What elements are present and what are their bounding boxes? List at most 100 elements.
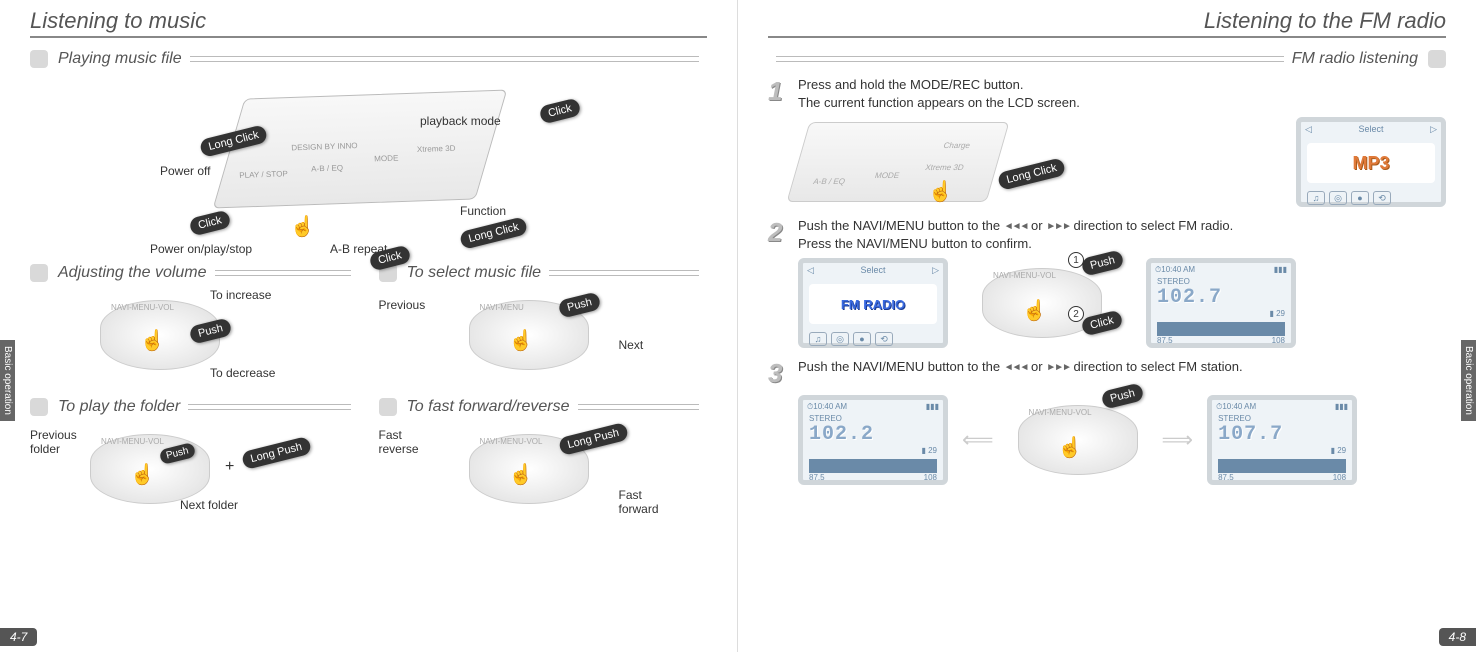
s2-c: direction to select FM radio.: [1074, 218, 1234, 233]
lcd-stereo: STEREO: [1212, 414, 1352, 423]
btn-mode-label: MODE: [374, 154, 399, 164]
section-volume: Adjusting the volume: [30, 264, 359, 282]
step-3: 3 Push the NAVI/MENU button to the ◄◄◄ o…: [768, 358, 1446, 389]
lcd-time: 10:40: [1161, 265, 1181, 274]
lcd-preset: 29: [1337, 446, 1346, 455]
tag-push-s2: Push: [1080, 249, 1124, 276]
section-title-playing: Playing music file: [58, 50, 182, 68]
bullet-icon: [30, 50, 48, 68]
step2-illustration: ◁Select▷ FM RADIO ♫ ◎ ● ⟲ NAVI-MENU-VOL …: [798, 258, 1446, 348]
lcd-freq: 102.2: [803, 423, 943, 446]
section-fm: FM radio listening: [768, 50, 1446, 68]
section-title-fm: FM radio listening: [1292, 50, 1418, 68]
section-title-select: To select music file: [407, 264, 542, 282]
bullet-icon: [30, 264, 48, 282]
rule: [190, 56, 699, 62]
lcd-stereo: STEREO: [803, 414, 943, 423]
tag-click-1: Click: [188, 209, 231, 236]
tag-longpush-folder: Long Push: [241, 436, 312, 470]
scale-high: 108: [924, 473, 937, 482]
s1-line1: Press and hold the MODE/REC button.: [798, 77, 1023, 92]
pointer-icon: ☝: [509, 462, 534, 487]
rewind-icon: ◄◄◄: [1004, 220, 1028, 234]
lcd-freq: 107.7: [1212, 423, 1352, 446]
pointer-icon: ☝: [130, 462, 155, 487]
lcd-preset: 29: [1276, 309, 1285, 318]
page-num-right: 4-8: [1439, 628, 1476, 646]
label-next: Next: [619, 338, 644, 352]
knob-label: NAVI-MENU-VOL: [101, 437, 164, 446]
tag-click-top: Click: [538, 97, 581, 124]
page-title-right: Listening to the FM radio: [768, 8, 1446, 38]
lcd-select-title: Select: [1358, 124, 1383, 135]
lcd-fm-select: ◁Select▷ FM RADIO ♫ ◎ ● ⟲: [798, 258, 948, 348]
volume-control: NAVI-MENU-VOL To increase To decrease Pu…: [30, 288, 359, 388]
section-playing: Playing music file: [30, 50, 707, 68]
section-title-volume: Adjusting the volume: [58, 264, 207, 282]
device-illustration: PLAY / STOP A-B / EQ MODE Xtreme 3D DESI…: [213, 89, 508, 208]
forward-icon: ►►►: [1046, 220, 1070, 234]
lcd-ampm: AM: [1183, 265, 1195, 274]
lcd-mp3: ◁Select▷ MP3 ♫ ◎ ● ⟲: [1296, 117, 1446, 207]
lcd-fm-badge: FM RADIO: [809, 284, 937, 324]
step-num-1: 1: [768, 76, 798, 111]
arrow-right-icon: ⟹: [1162, 427, 1194, 453]
knob-label: NAVI-MENU: [480, 303, 524, 312]
lcd-icon: ⟲: [875, 332, 893, 346]
side-tab-right: Basic operation: [1461, 340, 1476, 421]
pointer-icon: ☝: [290, 214, 315, 239]
lcd-scale: [1218, 459, 1346, 473]
step-text-3: Push the NAVI/MENU button to the ◄◄◄ or …: [798, 358, 1243, 389]
page-right: Basic operation 4-8 Listening to the FM …: [738, 0, 1476, 652]
step-num-2: 2: [768, 217, 798, 252]
label-prev-folder: Previous folder: [30, 428, 77, 456]
lcd-fm-tuned: ⏱10:40 AM ▮▮▮ STEREO 102.7 ▮ 29 87.5108: [1146, 258, 1296, 348]
lcd-icon: ◎: [1329, 191, 1347, 205]
btn-charge-label: Charge: [942, 141, 971, 150]
scale-low: 87.5: [1218, 473, 1234, 482]
lcd-time: 10:40: [813, 402, 833, 411]
side-tab-left: Basic operation: [0, 340, 15, 421]
select-control: NAVI-MENU Previous Next Push ☝: [379, 288, 708, 388]
callout-power-on: Power on/play/stop: [150, 242, 252, 256]
rule: [215, 270, 351, 276]
label-next-folder: Next folder: [180, 498, 238, 512]
label-previous: Previous: [379, 298, 426, 312]
rule: [776, 56, 1284, 62]
tag-longpush-ff: Long Push: [557, 422, 628, 456]
tag-long-click-2: Long Click: [459, 216, 529, 250]
rule: [549, 270, 699, 276]
section-select: To select music file: [379, 264, 708, 282]
lcd-icon: ●: [853, 332, 871, 346]
btn-ab-label: A-B / EQ: [311, 163, 343, 173]
arrow-left-icon: ⟸: [962, 427, 994, 453]
lcd-icon-row: ♫ ◎ ● ⟲: [803, 330, 943, 348]
bullet-icon: [30, 398, 48, 416]
pointer-icon: ☝: [1058, 435, 1083, 460]
forward-icon: ►►►: [1046, 361, 1070, 375]
lcd-fm-a: ⏱10:40 AM ▮▮▮ STEREO 102.2 ▮ 29 87.5108: [798, 395, 948, 485]
s3-a: Push the NAVI/MENU button to the: [798, 359, 1004, 374]
plus-sign: +: [225, 458, 234, 476]
ff-control: NAVI-MENU-VOL Fast reverse Fast forward …: [379, 422, 708, 522]
s1-line2: The current function appears on the LCD …: [798, 95, 1080, 110]
knob-label: NAVI-MENU-VOL: [1029, 408, 1092, 417]
tag-long-click-s1: Long Click: [997, 157, 1067, 191]
design-label: DESIGN BY INNO: [291, 141, 358, 152]
pointer-icon: ☝: [140, 328, 165, 353]
label-increase: To increase: [210, 288, 271, 302]
rule: [578, 404, 699, 410]
lcd-stereo: STEREO: [1151, 277, 1291, 286]
btn-ab-label: A-B / EQ: [812, 177, 846, 186]
pointer-icon: ☝: [509, 328, 534, 353]
label-decrease: To decrease: [210, 366, 275, 380]
scale-high: 108: [1272, 336, 1285, 345]
section-folder: To play the folder: [30, 398, 359, 416]
bullet-icon: [1428, 50, 1446, 68]
step3-illustration: ⏱10:40 AM ▮▮▮ STEREO 102.2 ▮ 29 87.5108 …: [798, 395, 1446, 485]
lcd-icon-row: ♫ ◎ ● ⟲: [1301, 189, 1441, 207]
lcd-select-title: Select: [860, 265, 885, 276]
step-text-1: Press and hold the MODE/REC button. The …: [798, 76, 1080, 111]
s2-line2: Press the NAVI/MENU button to confirm.: [798, 236, 1032, 251]
knob-label: NAVI-MENU-VOL: [480, 437, 543, 446]
